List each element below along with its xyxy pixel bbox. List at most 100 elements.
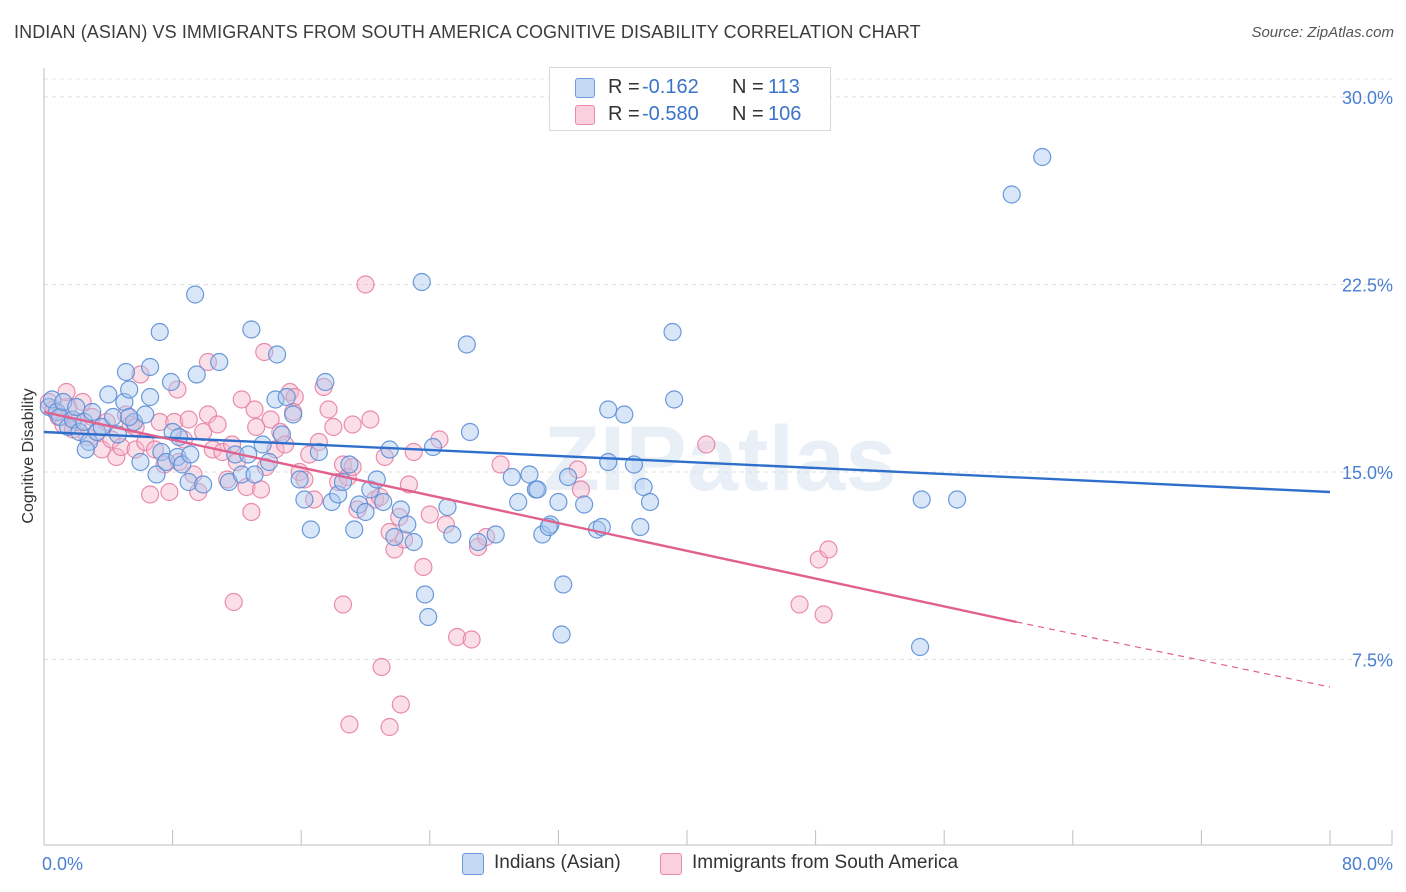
y-axis-label: Cognitive Disability: [20, 388, 37, 523]
data-point-indians: [150, 322, 169, 342]
series-indians-asian: [39, 147, 1052, 657]
data-point-indians: [520, 465, 539, 484]
data-point-immigrants: [198, 405, 218, 424]
data-point-immigrants: [304, 490, 324, 509]
source-label: Source: ZipAtlas.com: [1251, 24, 1394, 41]
trend-line-indians: [43, 430, 1331, 494]
legend-row-indians: R = -0.162 N = 113: [550, 74, 830, 100]
data-point-indians: [242, 320, 261, 339]
data-point-immigrants: [448, 627, 467, 647]
data-point-immigrants: [280, 382, 300, 402]
data-point-indians: [349, 495, 369, 514]
data-point-indians: [131, 452, 150, 472]
data-point-immigrants: [404, 442, 423, 462]
x-tick-label: 80.0%: [1342, 854, 1393, 874]
data-point-indians: [140, 357, 160, 377]
data-point-indians: [70, 422, 89, 442]
data-point-immigrants: [568, 460, 587, 479]
data-point-immigrants: [247, 417, 266, 437]
data-point-indians: [640, 492, 660, 512]
data-point-indians: [187, 365, 206, 384]
data-point-indians: [179, 472, 198, 492]
data-point-indians: [340, 455, 359, 474]
data-point-indians: [599, 452, 618, 472]
data-point-indians: [186, 285, 205, 304]
data-point-indians: [665, 390, 684, 409]
data-point-indians: [245, 465, 264, 484]
data-point-indians: [266, 390, 285, 409]
data-point-indians: [181, 445, 200, 464]
data-point-immigrants: [436, 515, 455, 534]
y-tick-label: 30.0%: [1342, 88, 1393, 108]
data-point-indians: [554, 575, 573, 594]
data-point-immigrants: [790, 595, 809, 614]
data-point-indians: [76, 440, 95, 459]
trend-line-immigrants-extension: [1016, 621, 1331, 688]
data-point-indians: [232, 465, 251, 484]
y-tick-label: 15.0%: [1342, 463, 1393, 483]
data-point-indians: [356, 502, 375, 522]
data-point-immigrants: [160, 482, 179, 502]
x-tick-label: 0.0%: [42, 854, 83, 874]
legend-swatch-blue: [575, 78, 595, 98]
data-point-indians: [1002, 185, 1021, 204]
grid-lines: [44, 78, 1392, 660]
bottom-legend-label: Immigrants from South America: [692, 852, 959, 873]
data-point-immigrants: [245, 400, 264, 419]
data-point-indians: [419, 607, 438, 627]
data-point-indians: [663, 322, 682, 342]
bottom-legend-swatch-blue: [462, 853, 484, 875]
data-point-immigrants: [462, 630, 481, 649]
data-point-indians: [290, 470, 309, 489]
data-point-immigrants: [343, 457, 362, 477]
data-point-immigrants: [491, 455, 510, 474]
data-point-immigrants: [107, 447, 126, 467]
bottom-legend-label: Indians (Asian): [494, 852, 621, 873]
data-point-indians: [345, 520, 364, 539]
legend-n-label: N =: [732, 103, 764, 125]
chart-title: INDIAN (ASIAN) VS IMMIGRANTS FROM SOUTH …: [14, 22, 921, 42]
data-point-immigrants: [372, 657, 391, 677]
data-point-indians: [912, 490, 931, 509]
data-point-immigrants: [319, 400, 338, 419]
data-point-immigrants: [224, 592, 243, 612]
data-point-indians: [99, 385, 118, 404]
legend-n-value: 113: [768, 76, 800, 98]
tick-labels: 7.5% 15.0% 22.5% 30.0% 0.0% 80.0%: [42, 88, 1393, 874]
data-point-immigrants: [309, 432, 328, 452]
data-point-immigrants: [391, 695, 410, 714]
data-point-immigrants: [430, 430, 449, 449]
trend-line-immigrants: [43, 410, 1017, 624]
data-point-indians: [398, 515, 417, 534]
data-point-indians: [443, 525, 462, 544]
data-point-indians: [486, 525, 505, 544]
data-point-immigrants: [168, 380, 187, 399]
legend-n-label: N =: [732, 76, 764, 98]
data-point-indians: [599, 400, 618, 419]
data-point-immigrants: [150, 412, 169, 432]
data-point-indians: [120, 407, 139, 427]
data-point-indians: [104, 407, 123, 427]
data-point-indians: [301, 520, 320, 539]
bottom-legend-swatch-pink: [660, 853, 682, 875]
data-point-indians: [116, 362, 136, 382]
legend-swatch-pink: [575, 105, 595, 125]
legend-r-value: -0.580: [642, 103, 699, 125]
data-point-indians: [528, 480, 547, 499]
data-point-indians: [83, 402, 102, 422]
data-point-indians: [631, 517, 650, 537]
legend-r-label: R =: [608, 103, 640, 125]
y-tick-label: 7.5%: [1352, 651, 1393, 671]
data-point-immigrants: [232, 390, 251, 409]
data-point-indians: [295, 490, 314, 509]
data-point-indians: [140, 387, 160, 407]
data-point-indians: [404, 532, 423, 552]
data-point-indians: [634, 477, 653, 497]
data-point-immigrants: [343, 415, 362, 434]
data-point-indians: [385, 527, 404, 547]
legend-row-immigrants: R = -0.580 N = 106: [550, 101, 830, 127]
data-point-immigrants: [356, 275, 375, 294]
data-point-immigrants: [140, 485, 160, 504]
data-point-indians: [267, 345, 287, 364]
